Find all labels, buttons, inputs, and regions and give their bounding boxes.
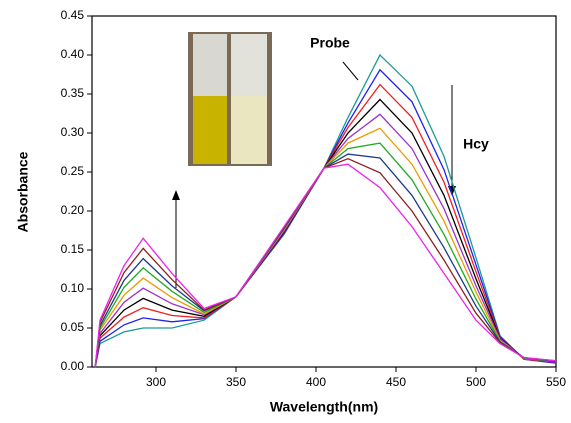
spectrum-line — [94, 113, 557, 368]
x-tick-label: 350 — [226, 375, 246, 389]
x-tick-label: 400 — [306, 375, 326, 389]
y-tick-label: 0.40 — [61, 47, 85, 61]
spectrum-line — [94, 142, 557, 368]
annotation: Probe — [310, 35, 350, 51]
spectrum-line — [94, 83, 557, 368]
y-tick-label: 0.10 — [61, 281, 85, 295]
y-axis-label: Absorbance — [15, 151, 31, 232]
y-tick-label: 0.30 — [61, 125, 85, 139]
y-tick-label: 0.35 — [61, 86, 85, 100]
x-tick-label: 550 — [546, 375, 566, 389]
x-tick-label: 450 — [386, 375, 406, 389]
probe-pointer — [342, 61, 359, 81]
y-tick-label: 0.45 — [61, 8, 85, 22]
spectrum-line — [94, 157, 557, 368]
x-tick-label: 500 — [466, 375, 486, 389]
arrow-head — [172, 190, 180, 200]
annotation: Hcy — [463, 136, 489, 152]
y-tick-label: 0.00 — [61, 359, 85, 373]
x-axis-label: Wavelength(nm) — [270, 399, 378, 415]
x-tick-label: 300 — [146, 375, 166, 389]
inset-photo — [188, 32, 272, 166]
spectrum-line — [94, 163, 557, 368]
y-tick-label: 0.05 — [61, 320, 85, 334]
spectrum-line — [94, 153, 557, 368]
y-tick-label: 0.25 — [61, 164, 85, 178]
y-tick-label: 0.15 — [61, 242, 85, 256]
y-tick-label: 0.20 — [61, 203, 85, 217]
plot-frame — [91, 15, 557, 368]
